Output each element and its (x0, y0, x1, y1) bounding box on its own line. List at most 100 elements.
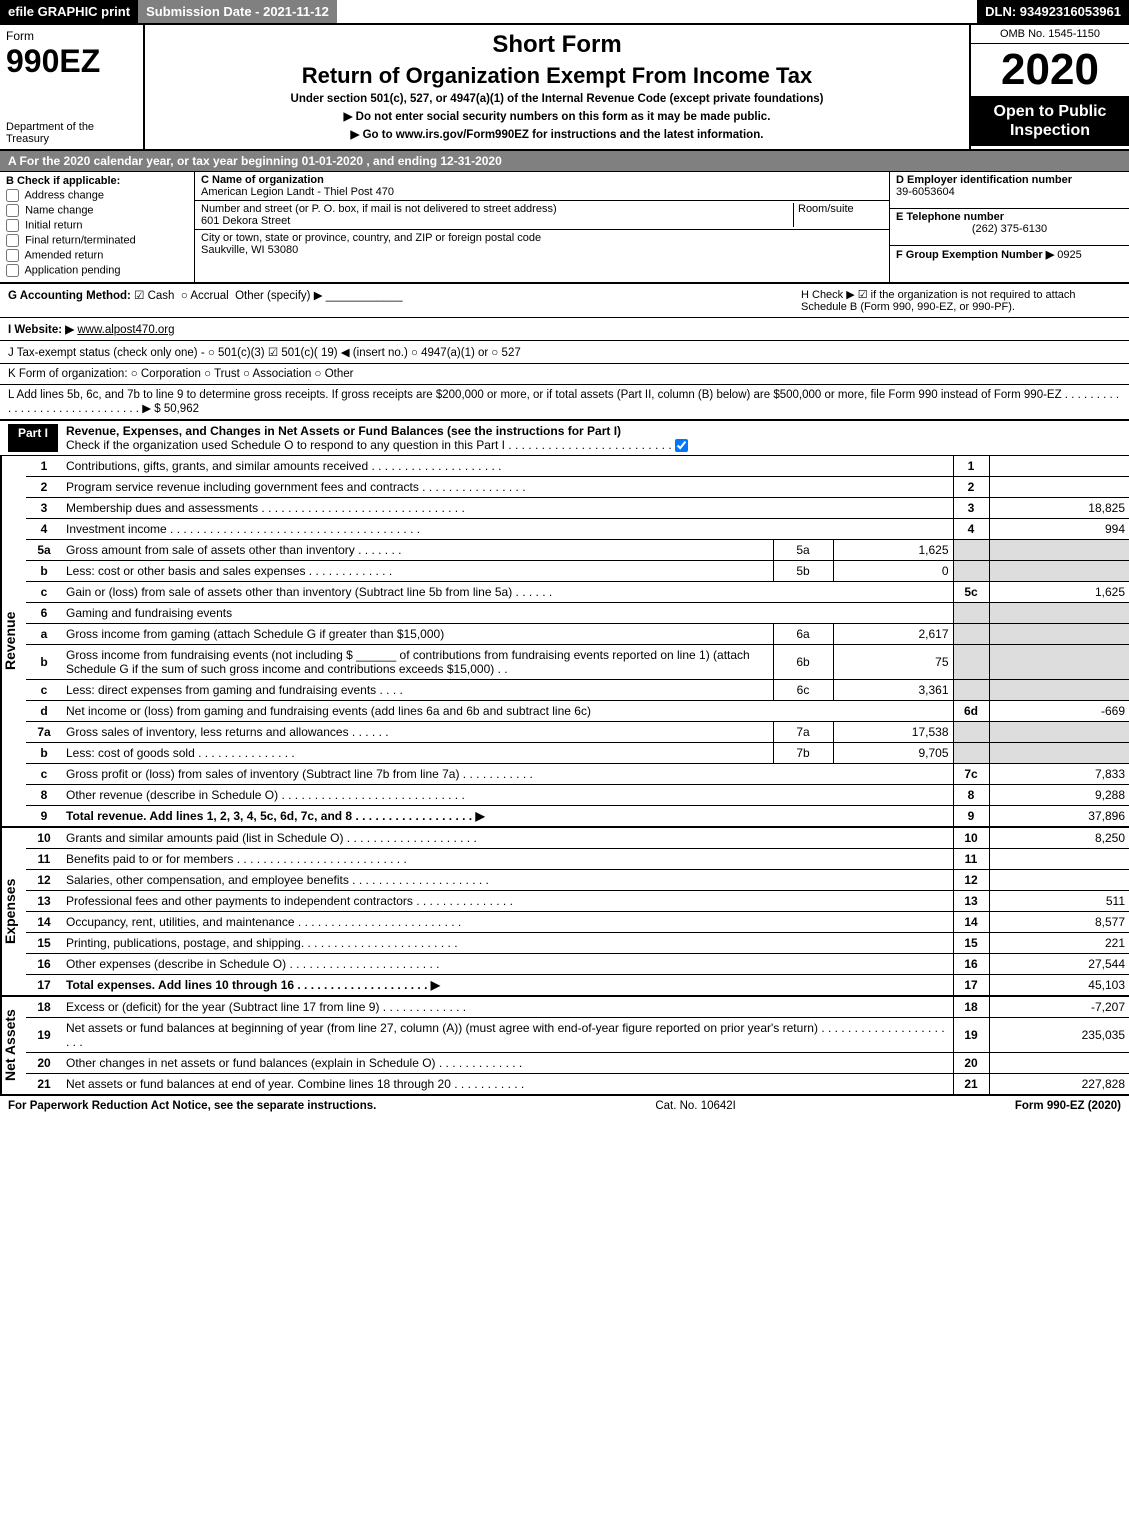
under-section: Under section 501(c), 527, or 4947(a)(1)… (153, 93, 961, 105)
org-name-label: C Name of organization (201, 174, 883, 186)
line-no: b (26, 645, 62, 680)
short-form-title: Short Form (153, 31, 961, 59)
sub-ref: 5a (773, 540, 833, 561)
part1-checkbox[interactable] (675, 439, 688, 452)
line-no: 19 (26, 1018, 62, 1053)
line-no: 12 (26, 870, 62, 891)
sub-ref: 6c (773, 680, 833, 701)
line-numref: 7c (953, 764, 989, 785)
line-desc: Investment income . . . . . . . . . . . … (62, 519, 953, 540)
expenses-section: Expenses 10Grants and similar amounts pa… (0, 828, 1129, 997)
table-row: cGain or (loss) from sale of assets othe… (26, 582, 1129, 603)
table-row: 12Salaries, other compensation, and empl… (26, 870, 1129, 891)
line-l: L Add lines 5b, 6c, and 7b to line 9 to … (0, 385, 1129, 421)
check-final-return[interactable]: Final return/terminated (6, 234, 188, 247)
address-row: Number and street (or P. O. box, if mail… (195, 201, 889, 230)
line-amount (989, 870, 1129, 891)
line-desc: Total revenue. Add lines 1, 2, 3, 4, 5c,… (62, 806, 953, 827)
sub-value: 17,538 (833, 722, 953, 743)
footer-left: For Paperwork Reduction Act Notice, see … (8, 1100, 376, 1112)
table-row: 6Gaming and fundraising events (26, 603, 1129, 624)
shaded-cell (953, 680, 989, 701)
table-row: aGross income from gaming (attach Schedu… (26, 624, 1129, 645)
line-amount (989, 477, 1129, 498)
sub-value: 3,361 (833, 680, 953, 701)
line-numref: 6d (953, 701, 989, 722)
line-amount: 221 (989, 933, 1129, 954)
line-numref: 12 (953, 870, 989, 891)
line-numref: 2 (953, 477, 989, 498)
line-no: 4 (26, 519, 62, 540)
line-desc: Net income or (loss) from gaming and fun… (62, 701, 953, 722)
table-row: 8Other revenue (describe in Schedule O) … (26, 785, 1129, 806)
line-no: 13 (26, 891, 62, 912)
line-amount: 37,896 (989, 806, 1129, 827)
table-row: 5aGross amount from sale of assets other… (26, 540, 1129, 561)
expenses-side-label: Expenses (0, 828, 26, 995)
line-desc: Gain or (loss) from sale of assets other… (62, 582, 953, 603)
part1-header: Part I Revenue, Expenses, and Changes in… (0, 421, 1129, 456)
line-amount: 227,828 (989, 1074, 1129, 1095)
line-desc-part: Gross income from fundraising events (no… (66, 648, 353, 662)
shaded-cell (953, 561, 989, 582)
netassets-table: 18Excess or (deficit) for the year (Subt… (26, 997, 1129, 1094)
group-value: 0925 (1057, 249, 1081, 261)
shaded-cell (953, 603, 989, 624)
page-footer: For Paperwork Reduction Act Notice, see … (0, 1096, 1129, 1116)
line-amount: -669 (989, 701, 1129, 722)
form-word: Form (6, 29, 137, 43)
line-numref: 10 (953, 828, 989, 849)
line-desc: Excess or (deficit) for the year (Subtra… (62, 997, 953, 1018)
check-address-change[interactable]: Address change (6, 189, 188, 202)
submission-date: Submission Date - 2021-11-12 (138, 0, 337, 23)
line-no: c (26, 582, 62, 603)
table-row: cGross profit or (loss) from sales of in… (26, 764, 1129, 785)
line-no: 10 (26, 828, 62, 849)
expenses-table: 10Grants and similar amounts paid (list … (26, 828, 1129, 995)
dln-label: DLN: 93492316053961 (977, 0, 1129, 23)
table-row: cLess: direct expenses from gaming and f… (26, 680, 1129, 701)
box-b: B Check if applicable: Address change Na… (0, 172, 195, 282)
check-application-pending[interactable]: Application pending (6, 264, 188, 277)
line-no: b (26, 561, 62, 582)
line-no: b (26, 743, 62, 764)
check-amended-return[interactable]: Amended return (6, 249, 188, 262)
line-desc: Professional fees and other payments to … (62, 891, 953, 912)
table-row: 17Total expenses. Add lines 10 through 1… (26, 975, 1129, 996)
line-numref: 11 (953, 849, 989, 870)
check-name-change[interactable]: Name change (6, 204, 188, 217)
shaded-cell (953, 540, 989, 561)
table-row: 1Contributions, gifts, grants, and simil… (26, 456, 1129, 477)
table-row: 16Other expenses (describe in Schedule O… (26, 954, 1129, 975)
shaded-cell (989, 540, 1129, 561)
shaded-cell (989, 624, 1129, 645)
line-desc: Gross amount from sale of assets other t… (62, 540, 773, 561)
line-i: I Website: ▶ www.alpost470.org (0, 318, 1129, 341)
table-row: bLess: cost or other basis and sales exp… (26, 561, 1129, 582)
line-desc: Gross income from gaming (attach Schedul… (62, 624, 773, 645)
line-no: 1 (26, 456, 62, 477)
line-no: 18 (26, 997, 62, 1018)
line-numref: 14 (953, 912, 989, 933)
line-amount: 1,625 (989, 582, 1129, 603)
row-g-h: G Accounting Method: ☑ Cash ○ Accrual Ot… (0, 284, 1129, 318)
address-value: 601 Dekora Street (201, 215, 793, 227)
table-row: 18Excess or (deficit) for the year (Subt… (26, 997, 1129, 1018)
period-row: A For the 2020 calendar year, or tax yea… (0, 151, 1129, 172)
shaded-cell (953, 624, 989, 645)
goto-link[interactable]: ▶ Go to www.irs.gov/Form990EZ for instru… (153, 127, 961, 141)
line-numref: 4 (953, 519, 989, 540)
efile-label[interactable]: efile GRAPHIC print (0, 0, 138, 23)
line-no: c (26, 680, 62, 701)
line-numref: 16 (953, 954, 989, 975)
sub-value: 2,617 (833, 624, 953, 645)
footer-right: Form 990-EZ (2020) (1015, 1100, 1121, 1112)
cash-label: Cash (148, 290, 175, 302)
line-no: 17 (26, 975, 62, 996)
check-initial-return[interactable]: Initial return (6, 219, 188, 232)
line-desc: Less: direct expenses from gaming and fu… (62, 680, 773, 701)
line-numref: 1 (953, 456, 989, 477)
website-value[interactable]: www.alpost470.org (77, 324, 174, 336)
line-numref: 17 (953, 975, 989, 996)
room-suite-label: Room/suite (793, 203, 883, 227)
